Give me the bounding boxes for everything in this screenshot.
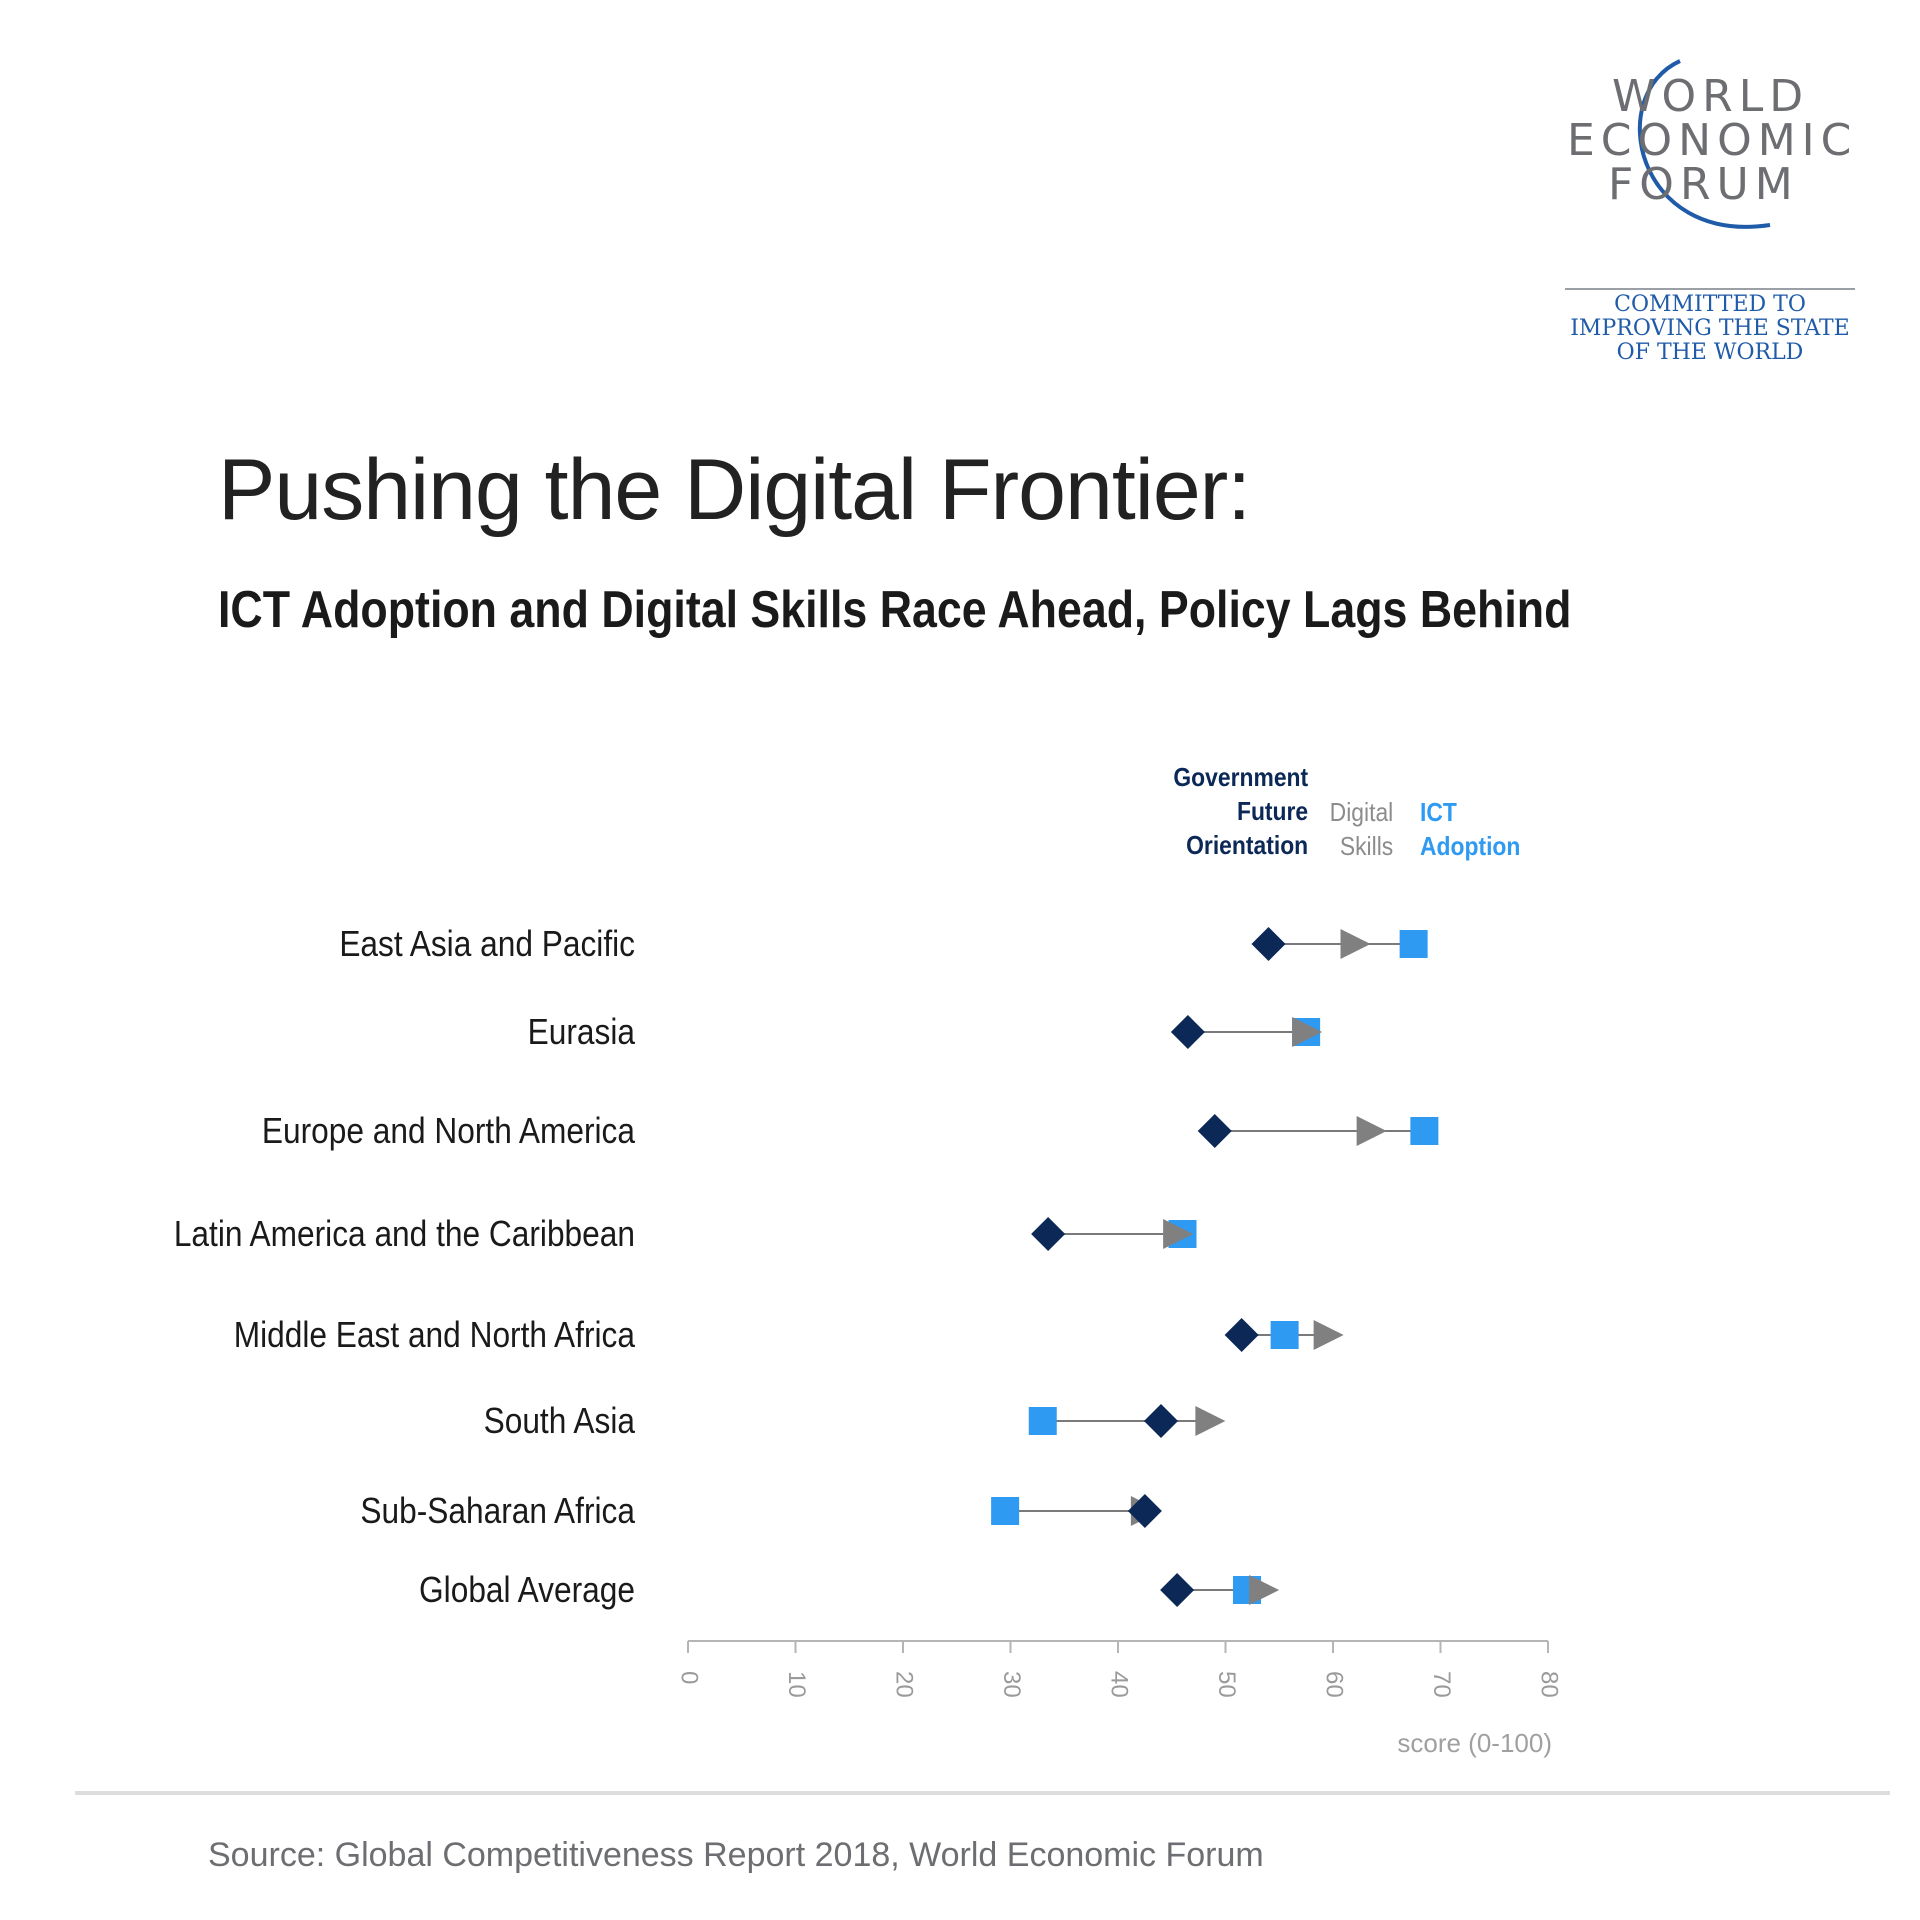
category-label-europe-and-north-america: Europe and North America — [262, 1111, 635, 1151]
logo-word-3: FORUM — [1608, 159, 1799, 210]
x-tick-label-80: 80 — [1536, 1671, 1563, 1698]
source-note: Source: Global Competitiveness Report 20… — [208, 1836, 1264, 1874]
ict-adoption-marker-east-asia-and-pacific — [1399, 930, 1428, 958]
legend-ict-adoption: ICT Adoption — [1420, 797, 1521, 861]
x-tick-label-40: 40 — [1106, 1671, 1133, 1698]
legend-digital-skills: Digital Skills — [1329, 797, 1393, 861]
x-tick-label-70: 70 — [1428, 1671, 1455, 1698]
x-tick-label-0: 0 — [676, 1671, 703, 1684]
government-marker-middle-east-and-north-africa — [1224, 1318, 1259, 1352]
digital-skills-marker-middle-east-and-north-africa — [1313, 1320, 1344, 1350]
government-marker-sub-saharan-africa — [1127, 1494, 1162, 1528]
category-label-sub-saharan-africa: Sub-Saharan Africa — [360, 1491, 635, 1531]
government-marker-east-asia-and-pacific — [1251, 927, 1286, 961]
x-tick-label-20: 20 — [891, 1671, 918, 1698]
government-marker-europe-and-north-america — [1197, 1114, 1232, 1148]
ict-adoption-marker-middle-east-and-north-africa — [1270, 1321, 1299, 1349]
government-marker-global-average — [1160, 1573, 1195, 1607]
x-tick-label-60: 60 — [1321, 1671, 1348, 1698]
category-label-global-average: Global Average — [419, 1570, 635, 1610]
digital-skills-marker-latin-america-and-the-caribbean — [1163, 1219, 1194, 1249]
x-axis-label: score (0-100) — [1397, 1728, 1552, 1758]
logo-divider — [1565, 288, 1855, 290]
category-label-eurasia: Eurasia — [528, 1012, 635, 1052]
ict-adoption-marker-europe-and-north-america — [1410, 1117, 1439, 1145]
digital-skills-marker-eurasia — [1292, 1017, 1323, 1047]
legend-government-future-orientation: Government Future Orientation — [1173, 762, 1308, 860]
category-label-latin-america-and-the-caribbean: Latin America and the Caribbean — [174, 1214, 635, 1254]
logo-tagline-2: IMPROVING THE STATE — [1570, 316, 1850, 341]
x-tick-label-30: 30 — [998, 1671, 1025, 1698]
category-label-east-asia-and-pacific: East Asia and Pacific — [339, 924, 635, 964]
wef-logo: WORLD ECONOMIC FORUM COMMITTED TO IMPROV… — [1545, 55, 1865, 375]
footer-divider — [75, 1791, 1890, 1795]
x-tick-label-10: 10 — [783, 1671, 810, 1698]
logo-word-2: ECONOMIC — [1567, 115, 1858, 166]
chart-subtitle: ICT Adoption and Digital Skills Race Ahe… — [218, 581, 1572, 639]
digital-skills-marker-global-average — [1249, 1575, 1280, 1605]
logo-arc-icon — [1637, 59, 1771, 229]
government-marker-south-asia — [1144, 1404, 1178, 1438]
category-label-middle-east-and-north-africa: Middle East and North Africa — [234, 1315, 635, 1355]
ict-adoption-marker-south-asia — [1028, 1407, 1057, 1435]
government-marker-latin-america-and-the-caribbean — [1031, 1217, 1066, 1251]
digital-skills-marker-south-asia — [1195, 1406, 1226, 1436]
category-label-south-asia: South Asia — [484, 1401, 636, 1441]
ict-adoption-marker-sub-saharan-africa — [991, 1497, 1020, 1525]
x-tick-label-50: 50 — [1213, 1671, 1240, 1698]
logo-word-1: WORLD — [1612, 71, 1810, 122]
logo-tagline-3: OF THE WORLD — [1616, 340, 1804, 365]
digital-skills-marker-europe-and-north-america — [1356, 1116, 1387, 1146]
chart-title: Pushing the Digital Frontier: — [218, 442, 1251, 538]
logo-tagline-1: COMMITTED TO — [1614, 292, 1806, 317]
digital-skills-marker-east-asia-and-pacific — [1340, 929, 1371, 959]
government-marker-eurasia — [1170, 1015, 1205, 1049]
